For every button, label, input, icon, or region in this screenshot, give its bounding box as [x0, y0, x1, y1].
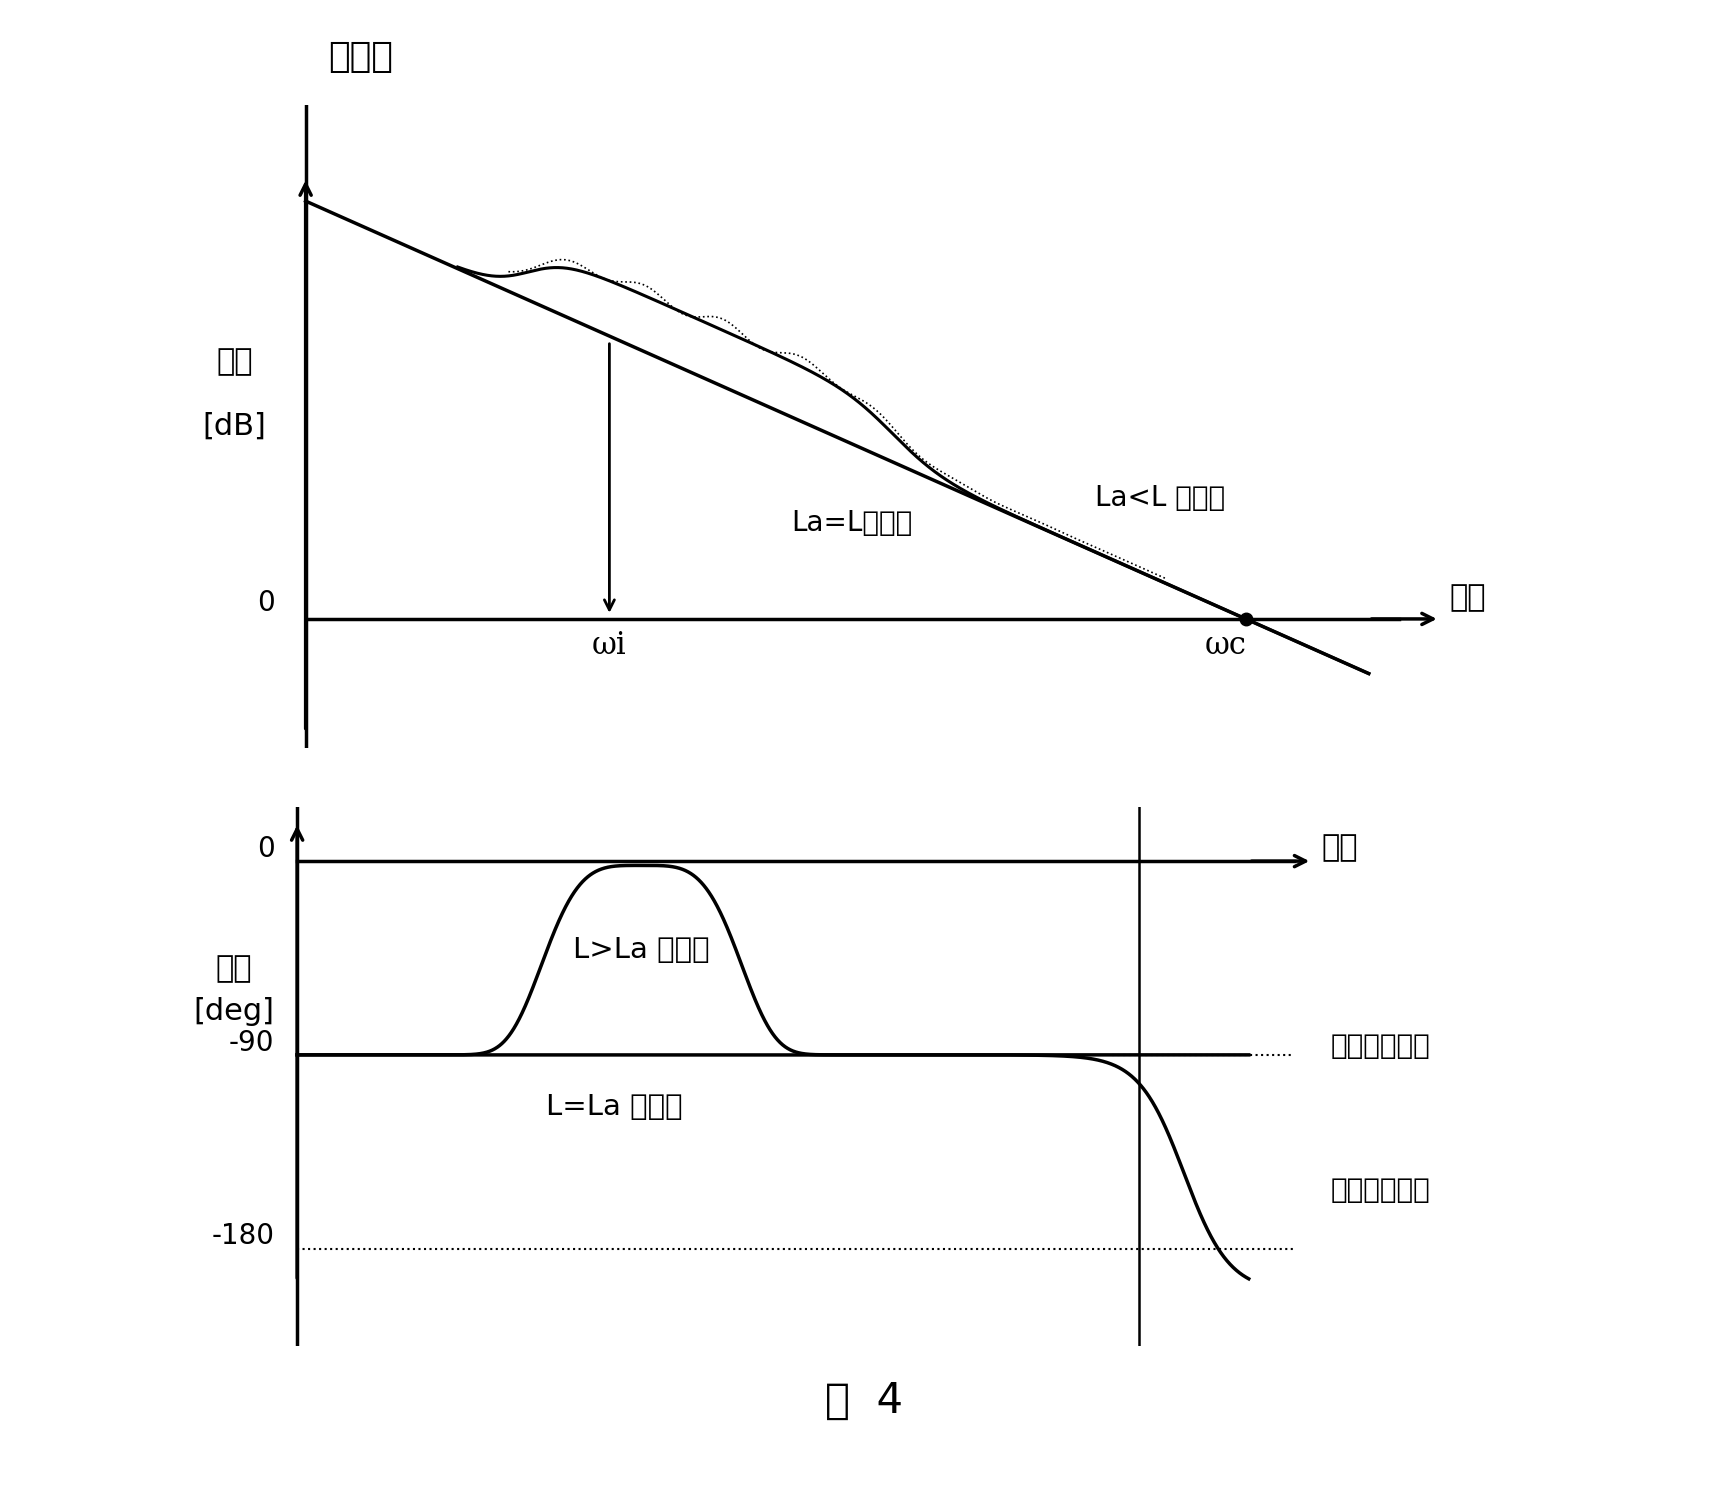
Text: 0: 0	[257, 589, 275, 617]
Text: La=L的情况: La=L的情况	[791, 508, 912, 537]
Text: L=La 的情况: L=La 的情况	[546, 1093, 683, 1121]
Text: 伯德图: 伯德图	[328, 40, 394, 75]
Text: -90: -90	[230, 1029, 275, 1057]
Text: 相位: 相位	[216, 954, 252, 984]
Text: ωi: ωi	[593, 631, 627, 661]
Text: 增益: 增益	[216, 347, 252, 377]
Text: 0: 0	[257, 834, 275, 863]
Text: L>La 的情况: L>La 的情况	[574, 936, 710, 964]
Text: 频率: 频率	[1322, 833, 1358, 861]
Text: [deg]: [deg]	[194, 997, 275, 1026]
Text: -180: -180	[211, 1223, 275, 1250]
Text: 存在相位延迟: 存在相位延迟	[1331, 1177, 1431, 1205]
Text: 频率: 频率	[1450, 583, 1486, 611]
Text: ωc: ωc	[1204, 631, 1246, 661]
Text: [dB]: [dB]	[202, 411, 266, 441]
Text: 图  4: 图 4	[824, 1380, 904, 1422]
Text: 理论上的相位: 理论上的相位	[1331, 1032, 1431, 1060]
Text: La<L 的情况: La<L 的情况	[1096, 484, 1225, 513]
